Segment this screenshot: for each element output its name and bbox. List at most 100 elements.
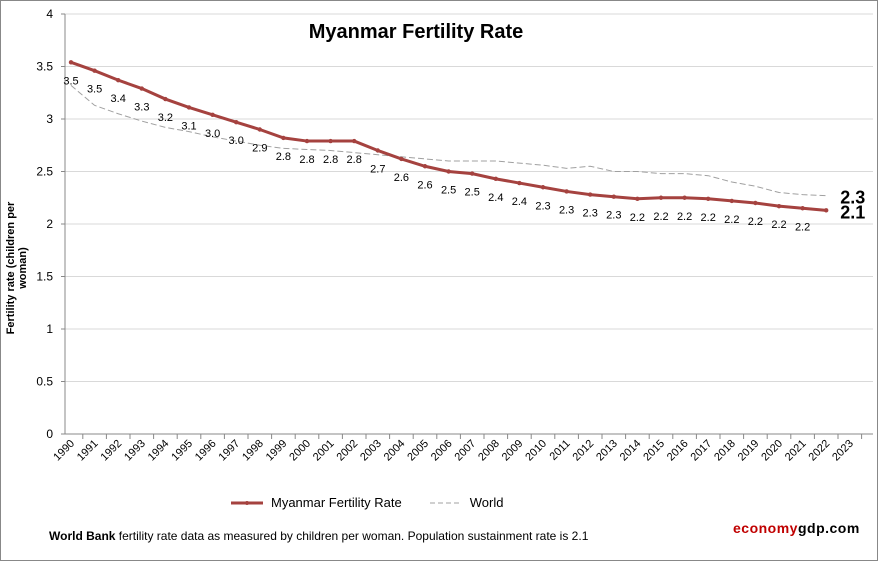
x-tick-label: 2000 xyxy=(287,438,313,464)
legend: Myanmar Fertility Rate World xyxy=(229,495,503,510)
data-point-myanmar xyxy=(210,112,215,118)
x-tick-label: 1994 xyxy=(146,438,172,464)
data-point-myanmar xyxy=(234,119,239,125)
legend-label-myanmar: Myanmar Fertility Rate xyxy=(271,495,402,510)
brand-logo: economygdp.com xyxy=(733,520,860,536)
x-tick-label: 2004 xyxy=(382,438,408,464)
data-point-myanmar xyxy=(682,195,687,200)
data-label-myanmar: 2.3 xyxy=(559,204,574,216)
data-point-myanmar xyxy=(422,164,428,169)
y-tick-label: 3.5 xyxy=(36,60,53,74)
data-label-myanmar: 2.8 xyxy=(299,154,314,166)
data-point-myanmar xyxy=(540,185,546,190)
x-tick-label: 1996 xyxy=(193,438,219,464)
data-point-myanmar xyxy=(68,60,74,65)
data-label-myanmar: 2.2 xyxy=(748,216,763,228)
data-point-myanmar xyxy=(186,105,192,110)
x-tick-label: 2005 xyxy=(405,438,431,464)
data-point-myanmar xyxy=(729,198,734,204)
x-tick-label: 2011 xyxy=(548,438,573,463)
x-tick-label: 2013 xyxy=(594,438,620,464)
data-label-myanmar: 3.5 xyxy=(87,84,102,96)
x-tick-label: 2020 xyxy=(759,438,785,464)
data-label-myanmar: 2.4 xyxy=(512,196,527,208)
x-tick-label: 1992 xyxy=(99,438,125,464)
data-label-myanmar: 2.2 xyxy=(630,212,645,224)
y-tick-label: 2 xyxy=(46,217,53,231)
y-tick-label: 3 xyxy=(46,112,53,126)
data-label-myanmar: 3.0 xyxy=(229,135,244,147)
x-tick-label: 2012 xyxy=(571,438,597,464)
data-point-myanmar xyxy=(564,189,569,194)
y-tick-label: 4 xyxy=(46,7,53,21)
data-point-myanmar xyxy=(517,180,522,186)
x-tick-label: 1998 xyxy=(240,438,266,464)
y-axis-label: Fertility rate (children per woman) xyxy=(5,201,29,335)
legend-swatch-myanmar xyxy=(231,500,263,505)
data-label-myanmar: 2.5 xyxy=(441,185,456,197)
data-point-myanmar xyxy=(446,169,451,174)
y-tick-label: 1 xyxy=(46,322,53,336)
data-label-myanmar: 2.6 xyxy=(417,179,432,191)
data-label-myanmar: 2.5 xyxy=(465,187,480,199)
data-label-myanmar: 2.3 xyxy=(606,210,621,222)
chart-title: Myanmar Fertility Rate xyxy=(308,21,524,43)
data-label-myanmar: 2.8 xyxy=(276,151,291,163)
data-point-myanmar xyxy=(470,171,475,176)
y-tick-label: 0.5 xyxy=(36,375,53,389)
x-tick-label: 2017 xyxy=(689,438,715,464)
x-tick-label: 2003 xyxy=(358,438,384,464)
legend-swatch-world xyxy=(429,502,462,503)
data-label-myanmar: 2.8 xyxy=(323,154,338,166)
data-label-myanmar: 2.6 xyxy=(394,172,409,184)
data-point-myanmar xyxy=(257,127,262,132)
data-point-myanmar xyxy=(328,138,333,144)
x-tick-label: 2019 xyxy=(736,438,762,464)
data-point-myanmar xyxy=(399,156,404,162)
data-label-myanmar: 2.7 xyxy=(370,164,385,176)
data-label-myanmar: 2.9 xyxy=(252,143,267,155)
x-tick-label: 2023 xyxy=(830,438,856,464)
data-point-myanmar xyxy=(753,200,758,206)
legend-label-world: World xyxy=(469,495,504,510)
x-tick-label: 2006 xyxy=(429,438,455,464)
data-label-myanmar: 2.4 xyxy=(488,192,503,204)
data-label-myanmar: 2.2 xyxy=(771,219,786,231)
data-label-myanmar: 2.2 xyxy=(701,212,716,224)
data-point-myanmar xyxy=(304,138,310,144)
x-tick-label: 2015 xyxy=(641,438,667,464)
x-tick-label: 2007 xyxy=(453,438,479,464)
x-tick-label: 2008 xyxy=(476,438,502,464)
data-label-myanmar: 3.5 xyxy=(63,75,78,87)
x-tick-label: 2009 xyxy=(500,438,526,464)
data-point-myanmar xyxy=(635,196,640,201)
x-tick-label: 2002 xyxy=(335,438,361,464)
x-tick-label: 2016 xyxy=(665,438,691,464)
y-tick-label: 2.5 xyxy=(36,165,53,179)
x-tick-label: 2021 xyxy=(783,438,809,464)
x-tick-label: 1997 xyxy=(217,438,243,464)
data-point-myanmar xyxy=(375,148,380,153)
data-point-myanmar xyxy=(611,194,616,199)
data-point-myanmar xyxy=(493,176,498,182)
y-tick-label: 0 xyxy=(46,427,53,441)
data-label-myanmar: 3.1 xyxy=(181,120,196,132)
data-point-myanmar xyxy=(92,68,97,73)
x-tick-label: 2018 xyxy=(712,438,738,464)
data-label-myanmar: 3.0 xyxy=(205,128,220,140)
data-label-myanmar: 3.4 xyxy=(111,93,126,105)
data-point-myanmar xyxy=(163,96,168,102)
data-point-myanmar xyxy=(588,192,593,197)
data-label-myanmar: 2.2 xyxy=(795,221,810,233)
x-tick-label: 1999 xyxy=(264,438,290,464)
footnote: World Bank fertility rate data as measur… xyxy=(49,529,588,543)
x-tick-label: 2001 xyxy=(311,438,337,464)
footnote-text: fertility rate data as measured by child… xyxy=(115,529,589,543)
data-label-myanmar: 2.1 xyxy=(840,202,865,222)
data-point-myanmar xyxy=(824,208,829,213)
data-point-myanmar xyxy=(800,206,805,211)
series-line-world xyxy=(70,85,827,197)
x-tick-label: 2010 xyxy=(523,438,549,464)
